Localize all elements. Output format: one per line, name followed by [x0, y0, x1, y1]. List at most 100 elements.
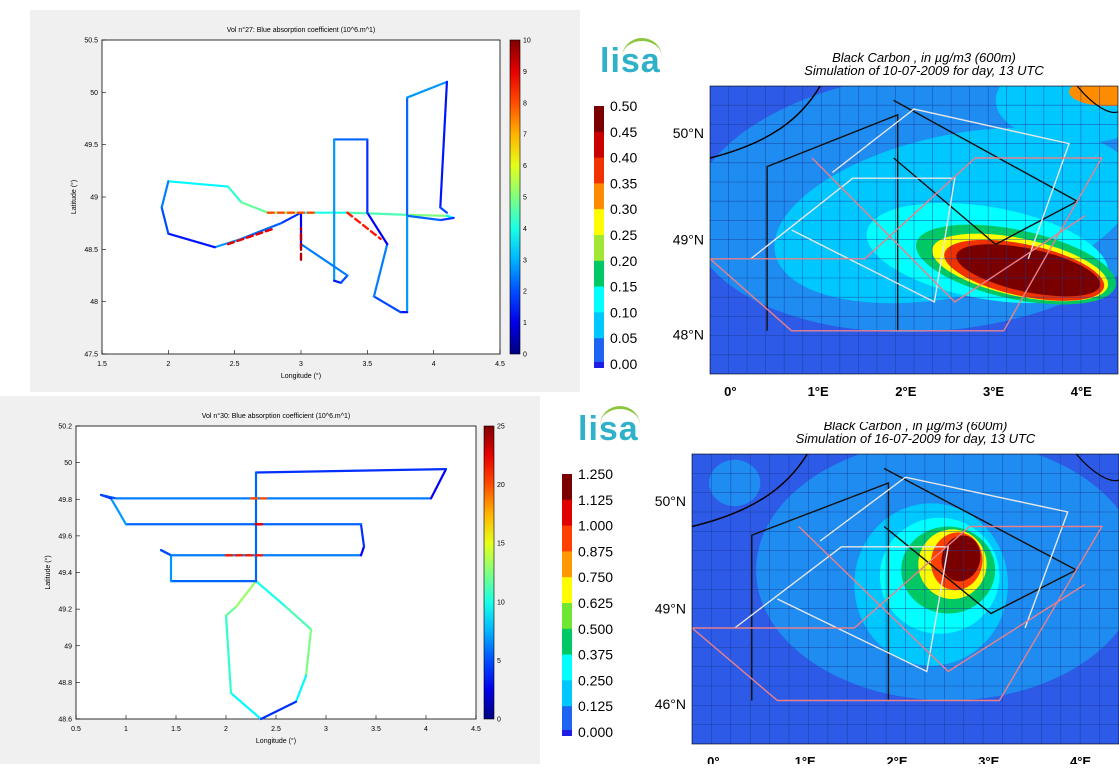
colorbar-tick-label: 7	[523, 132, 527, 139]
logo-arc-icon	[600, 406, 640, 425]
track-segment	[259, 700, 298, 721]
legend-label: 0.750	[578, 569, 613, 585]
track-segment	[226, 185, 243, 204]
track-segment	[429, 467, 448, 500]
concentration-contour	[709, 459, 761, 507]
x-tick-label: 2	[224, 726, 228, 733]
colorbar	[509, 39, 521, 355]
flight30-chart: Vol n°30: Blue absorption coefficient (1…	[44, 412, 505, 745]
colorbar-tick-label: 0	[523, 352, 527, 359]
lon-label: 0°	[707, 754, 719, 764]
y-tick-label: 48	[90, 299, 98, 306]
colorbar-tick-label: 6	[523, 163, 527, 170]
legend-swatch	[594, 106, 604, 133]
y-tick-label: 49.6	[58, 533, 72, 540]
colorbar-tick-label: 1	[523, 320, 527, 327]
x-tick-label: 1.5	[97, 361, 107, 368]
lat-label: 50°N	[673, 125, 704, 141]
track-segment	[406, 214, 442, 222]
x-axis-label: Longitude (°)	[281, 372, 321, 380]
legend-swatch	[562, 577, 572, 604]
x-tick-label: 0.5	[71, 726, 81, 733]
model-1607-panel: Black Carbon , in µg/m3 (600m) Simulation…	[550, 418, 1119, 769]
flight-track-overlay	[766, 113, 899, 331]
x-tick-label: 3.5	[371, 726, 381, 733]
legend-label: 0.35	[610, 175, 637, 191]
colorbar-tick-label: 5	[497, 658, 501, 665]
lon-label: 4°E	[1070, 754, 1091, 764]
y-tick-label: 48.8	[58, 680, 72, 687]
legend-label: 0.500	[578, 621, 613, 637]
flight-track-overlay	[734, 546, 950, 673]
legend-label: 0.625	[578, 595, 613, 611]
chart-subtitle: Simulation of 16-07-2009 for day, 13 UTC	[796, 431, 1036, 446]
track-segment	[167, 180, 230, 188]
colorbar-tick-label: 20	[497, 482, 505, 489]
legend-swatch	[594, 209, 604, 236]
lon-label: 3°E	[978, 754, 999, 764]
colorbar-tick-label: 4	[523, 226, 527, 233]
model-0710-panel: Black Carbon , in µg/m3 (600m) Simulation…	[580, 50, 1119, 400]
flight27-chart: Vol n°27: Blue absorption coefficient (1…	[70, 26, 531, 380]
x-tick-label: 4.5	[471, 726, 481, 733]
y-tick-label: 48.5	[84, 247, 98, 254]
flight-track-overlay	[751, 481, 890, 701]
colorbar-tick-label: 25	[497, 424, 505, 431]
lon-label: 2°E	[895, 384, 916, 399]
y-tick-label: 48.6	[58, 717, 72, 724]
x-tick-label: 2	[166, 361, 170, 368]
track-segment	[304, 628, 313, 678]
track-segment	[109, 497, 128, 526]
legend-label: 0.05	[610, 330, 637, 346]
legend-swatch	[594, 235, 604, 262]
track-segment	[406, 80, 449, 99]
track-segment	[254, 467, 448, 474]
x-axis-label: Longitude (°)	[256, 737, 296, 745]
hot-track-segment	[226, 227, 276, 246]
legend-label: 0.30	[610, 201, 637, 217]
legend-swatch	[562, 474, 572, 501]
y-tick-label: 49.4	[58, 570, 72, 577]
track-segment	[439, 80, 449, 209]
legend-label: 0.000	[578, 724, 613, 740]
y-tick-label: 47.5	[84, 352, 98, 359]
flight-track-overlay	[811, 157, 1086, 303]
flight-track-overlay	[750, 177, 956, 304]
map-frame	[691, 453, 1119, 745]
legend-swatch	[562, 551, 572, 578]
flight-track-overlay	[692, 525, 1104, 702]
legend-swatch	[562, 499, 572, 527]
legend-label: 0.45	[610, 124, 637, 140]
track-segment	[234, 580, 258, 609]
colorbar-tick-label: 8	[523, 100, 527, 107]
lon-label: 1°E	[795, 754, 816, 764]
model-1607-chart: Black Carbon , in µg/m3 (600m)Simulation…	[562, 418, 1119, 769]
legend-swatch	[594, 312, 604, 339]
legend-label: 1.125	[578, 492, 613, 508]
flight-track-overlay	[819, 476, 1069, 629]
coastline	[692, 454, 808, 528]
chart-title: Black Carbon , in µg/m3 (600m)	[824, 422, 1008, 433]
x-tick-label: 2.5	[230, 361, 240, 368]
track-segment	[346, 211, 409, 216]
colorbar-tick-label: 10	[523, 38, 531, 45]
track-segment	[406, 213, 449, 217]
map-frame	[709, 85, 1119, 375]
track-segment	[339, 274, 349, 284]
colorbar-tick-label: 15	[497, 541, 505, 548]
track-segment	[359, 523, 366, 548]
legend-label: 1.000	[578, 518, 613, 534]
legend-swatch	[594, 157, 604, 184]
legend-swatch	[562, 525, 572, 552]
y-tick-label: 50.2	[58, 424, 72, 431]
legend-swatch	[562, 603, 572, 630]
flight30-panel: Vol n°30: Blue absorption coefficient (1…	[0, 396, 540, 764]
map-layer	[710, 86, 1118, 374]
x-tick-label: 3	[324, 726, 328, 733]
track-segment	[284, 605, 313, 631]
track-segment	[294, 674, 308, 703]
chart-title: Vol n°27: Blue absorption coefficient (1…	[227, 26, 376, 34]
plot-area	[101, 39, 501, 355]
track-segment	[366, 211, 389, 246]
legend-label: 0.25	[610, 227, 637, 243]
